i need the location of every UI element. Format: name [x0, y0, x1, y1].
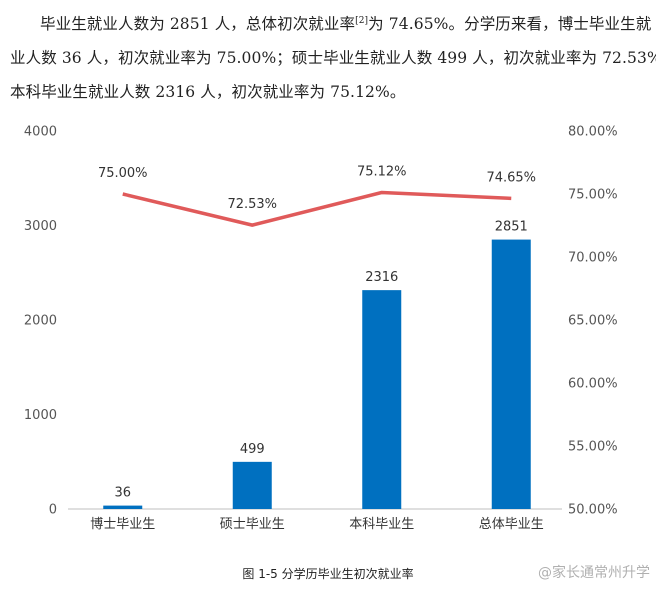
- intro-paragraph: 毕业生就业人数为 2851 人，总体初次就业率[2]为 74.65%。分学历来看…: [10, 4, 656, 109]
- paragraph-line-1-tail: 为 74.65%。分学历来看，博士毕业生就: [368, 15, 652, 33]
- bar-value-label: 36: [114, 486, 131, 501]
- left-axis-tick-label: 1000: [24, 408, 57, 423]
- right-axis-tick-label: 75.00%: [568, 188, 618, 203]
- x-axis-category-label: 本科毕业生: [349, 517, 414, 532]
- bar: [362, 290, 402, 509]
- line-value-label: 75.00%: [98, 166, 148, 181]
- right-axis-tick-label: 80.00%: [568, 125, 618, 140]
- left-axis-tick-label: 4000: [24, 125, 57, 140]
- right-axis-tick-label: 50.00%: [568, 503, 618, 518]
- bar-series: [103, 239, 531, 509]
- line-series: [122, 190, 512, 227]
- x-axis: 博士毕业生 硕士毕业生 本科毕业生 总体毕业生: [90, 517, 544, 532]
- bar-value-label: 2316: [365, 270, 398, 285]
- employment-rate-line: [122, 190, 512, 227]
- left-axis: 0 1000 2000 3000 4000: [24, 125, 57, 518]
- right-axis: 50.00% 55.00% 60.00% 65.00% 70.00% 75.00% 80.0…: [568, 125, 618, 518]
- x-axis-category-label: 博士毕业生: [90, 517, 155, 532]
- paragraph-line-1: 毕业生就业人数为 2851 人，总体初次就业率[2]为 74.65%。分学历来看…: [10, 4, 652, 41]
- right-axis-tick-label: 70.00%: [568, 251, 618, 266]
- paragraph-line-2: 业人数 36 人，初次就业率为 75.00%；硕士毕业生就业人数 499 人，初…: [10, 49, 656, 67]
- bar-data-labels: 36 499 2316 2851: [114, 220, 527, 501]
- x-axis-category-label: 总体毕业生: [479, 517, 544, 532]
- left-axis-tick-label: 3000: [24, 219, 57, 234]
- paragraph-line-3: 本科毕业生就业人数 2316 人，初次就业率为 75.12%。: [10, 83, 406, 101]
- line-value-label: 75.12%: [357, 164, 407, 179]
- bar-value-label: 2851: [495, 220, 528, 235]
- right-axis-tick-label: 60.00%: [568, 377, 618, 392]
- bar: [232, 461, 272, 509]
- x-axis-category-label: 硕士毕业生: [220, 517, 285, 532]
- line-data-labels: 75.00% 72.53% 75.12% 74.65%: [98, 164, 536, 212]
- figure-caption: 图 1-5 分学历毕业生初次就业率: [242, 567, 414, 581]
- left-axis-tick-label: 2000: [24, 314, 57, 329]
- watermark: @家长通常州升学: [538, 565, 650, 581]
- bar: [491, 239, 531, 509]
- left-axis-tick-label: 0: [49, 503, 57, 518]
- reference-mark[interactable]: [2]: [355, 16, 369, 26]
- paragraph-line-1-text: 毕业生就业人数为 2851 人，总体初次就业率: [40, 15, 356, 33]
- line-value-label: 74.65%: [486, 170, 536, 185]
- employment-chart: 0 1000 2000 3000 4000 50.00% 55.00% 60.00% 65.0…: [24, 125, 618, 533]
- bar-value-label: 499: [240, 442, 265, 457]
- right-axis-tick-label: 65.00%: [568, 314, 618, 329]
- line-value-label: 72.53%: [227, 197, 277, 212]
- bar: [103, 505, 143, 509]
- right-axis-tick-label: 55.00%: [568, 440, 618, 455]
